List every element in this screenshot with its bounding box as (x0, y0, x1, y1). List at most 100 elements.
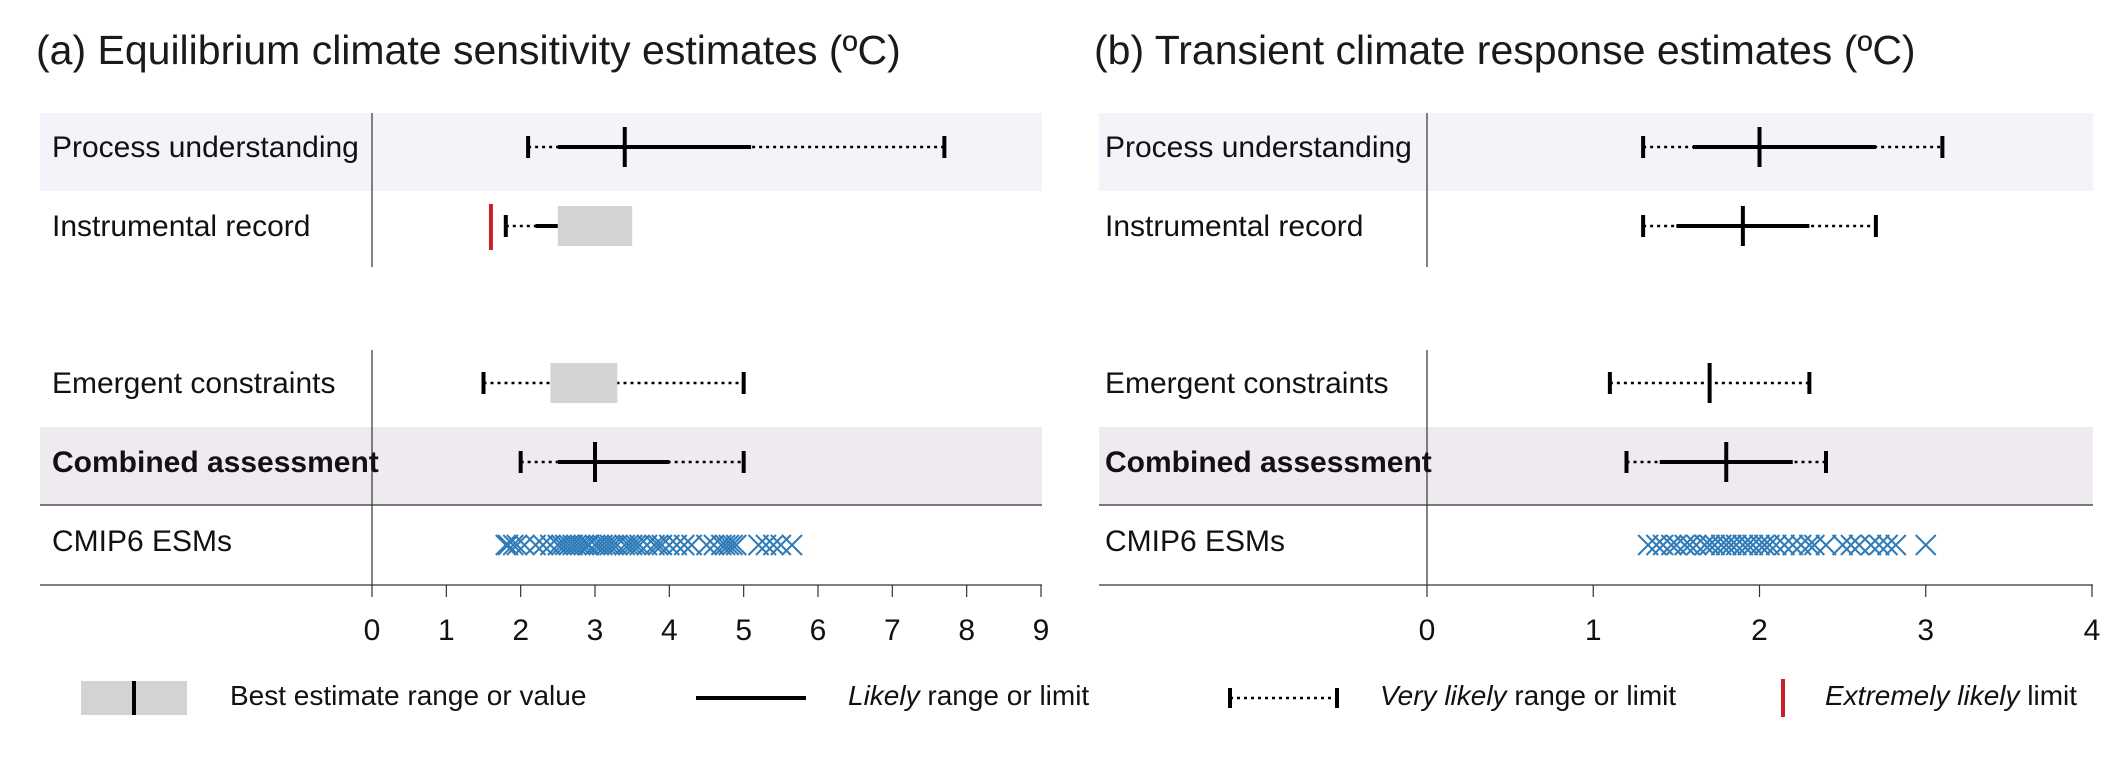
cmip6-model-point (718, 534, 740, 556)
cmip6-model-point (532, 534, 554, 556)
cmip6-model-point (1753, 534, 1776, 556)
x-tick-label: 9 (1033, 614, 1050, 647)
cmip6-model-point (762, 534, 785, 556)
cmip6-model-point (647, 534, 669, 556)
cmip6-model-point (1703, 534, 1726, 556)
cmip6-model-point (554, 534, 576, 556)
band-combined-assessment (1099, 427, 2093, 505)
cmip6-model-point (747, 534, 770, 556)
cmip6-model-point (721, 534, 744, 556)
x-tick-label: 0 (364, 614, 381, 647)
cmip6-model-point (1758, 534, 1781, 556)
cmip6-model-point (576, 534, 599, 556)
cmip6-model-point (703, 534, 725, 556)
cmip6-model-point (561, 534, 584, 556)
cmip6-model-point (1673, 534, 1696, 556)
cmip6-model-point (614, 534, 636, 556)
row-label: Instrumental record (52, 210, 310, 243)
cmip6-model-point (755, 534, 777, 556)
row-label: Process understanding (52, 131, 359, 164)
panel-transient-climate-response: (b) Transient climate response estimates… (1094, 27, 2100, 647)
cmip6-model-point (1803, 534, 1826, 556)
cmip6-model-point (539, 534, 562, 556)
cmip6-model-point (573, 534, 595, 556)
x-tick-label: 0 (1419, 614, 1436, 647)
cmip6-model-point (1678, 534, 1701, 556)
row-label: Emergent constraints (1105, 367, 1388, 400)
cmip6-model-point (1798, 534, 1821, 556)
cmip6-model-point (636, 534, 658, 556)
cmip6-model-point (725, 534, 747, 556)
x-tick-label: 4 (2084, 614, 2101, 647)
cmip6-model-point (651, 534, 673, 556)
row-label: Combined assessment (52, 446, 379, 479)
cmip6-model-point (497, 534, 519, 556)
cmip6-model-point (599, 534, 621, 556)
x-tick-label: 1 (1585, 614, 1602, 647)
x-tick-label: 6 (810, 614, 827, 647)
x-tick-label: 3 (587, 614, 604, 647)
best-estimate-range (550, 363, 618, 403)
cmip6-model-point (1915, 534, 1937, 556)
cmip6-model-point (524, 534, 547, 556)
cmip6-model-point (628, 534, 651, 556)
x-tick-label: 4 (661, 614, 678, 647)
panel-title: (b) Transient climate response estimates… (1094, 27, 1916, 73)
cmip6-model-point (1693, 534, 1716, 556)
cmip6-model-point (680, 534, 703, 556)
cmip6-model-point (695, 534, 718, 556)
cmip6-model-point (1815, 534, 1837, 556)
cmip6-model-point (495, 534, 517, 556)
legend: Best estimate range or value Likely rang… (81, 679, 2077, 717)
cmip6-model-point (1773, 534, 1796, 556)
cmip6-model-point (1848, 534, 1870, 556)
cmip6-model-point (1742, 534, 1764, 556)
row-label: CMIP6 ESMs (1105, 525, 1285, 558)
cmip6-model-point (1868, 534, 1890, 556)
cmip6-model-point (588, 534, 610, 556)
cmip6-model-point (584, 534, 606, 556)
cmip6-model-point (1765, 534, 1787, 556)
row-label: Emergent constraints (52, 367, 335, 400)
band-process-understanding (40, 113, 1042, 191)
band-combined-assessment (40, 427, 1042, 505)
x-tick-label: 3 (1917, 614, 1934, 647)
best-estimate-range (557, 206, 633, 246)
cmip6-model-point (666, 534, 688, 556)
cmip6-model-point (1710, 534, 1732, 556)
cmip6-model-point (1831, 534, 1854, 556)
cmip6-model-point (1725, 534, 1747, 556)
cmip6-model-point (502, 534, 524, 556)
cmip6-model-point (569, 534, 591, 556)
cmip6-model-point (602, 534, 625, 556)
cmip6-model-point (781, 534, 803, 556)
cmip6-model-point (710, 534, 733, 556)
x-tick-label: 2 (1751, 614, 1768, 647)
cmip6-model-point (1698, 534, 1721, 556)
cmip6-model-point (1876, 534, 1899, 556)
panel-title: (a) Equilibrium climate sensitivity esti… (36, 27, 901, 73)
legend-very-likely-label: Very likely range or limit (1380, 680, 1676, 711)
cmip6-model-point (625, 534, 647, 556)
cmip6-model-point (606, 534, 629, 556)
cmip6-model-point (1637, 534, 1659, 556)
cmip6-model-point (1860, 534, 1882, 556)
x-tick-label: 5 (735, 614, 752, 647)
cmip6-model-point (1720, 534, 1742, 556)
row-label: Instrumental record (1105, 210, 1363, 243)
legend-extremely-likely-label: Extremely likely limit (1825, 680, 2077, 711)
cmip6-model-point (1748, 534, 1771, 556)
cmip6-model-point (714, 534, 736, 556)
cmip6-model-point (558, 534, 580, 556)
cmip6-model-point (550, 534, 573, 556)
cmip6-model-point (1715, 534, 1737, 556)
band-process-understanding (1099, 113, 2093, 191)
cmip6-model-point (673, 534, 695, 556)
cmip6-model-point (770, 534, 792, 556)
legend-best-estimate-label: Best estimate range or value (230, 680, 586, 711)
cmip6-model-point (1732, 534, 1754, 556)
cmip6-model-point (621, 534, 643, 556)
legend-likely-label: Likely range or limit (848, 680, 1089, 711)
cmip6-model-point (1782, 534, 1804, 556)
